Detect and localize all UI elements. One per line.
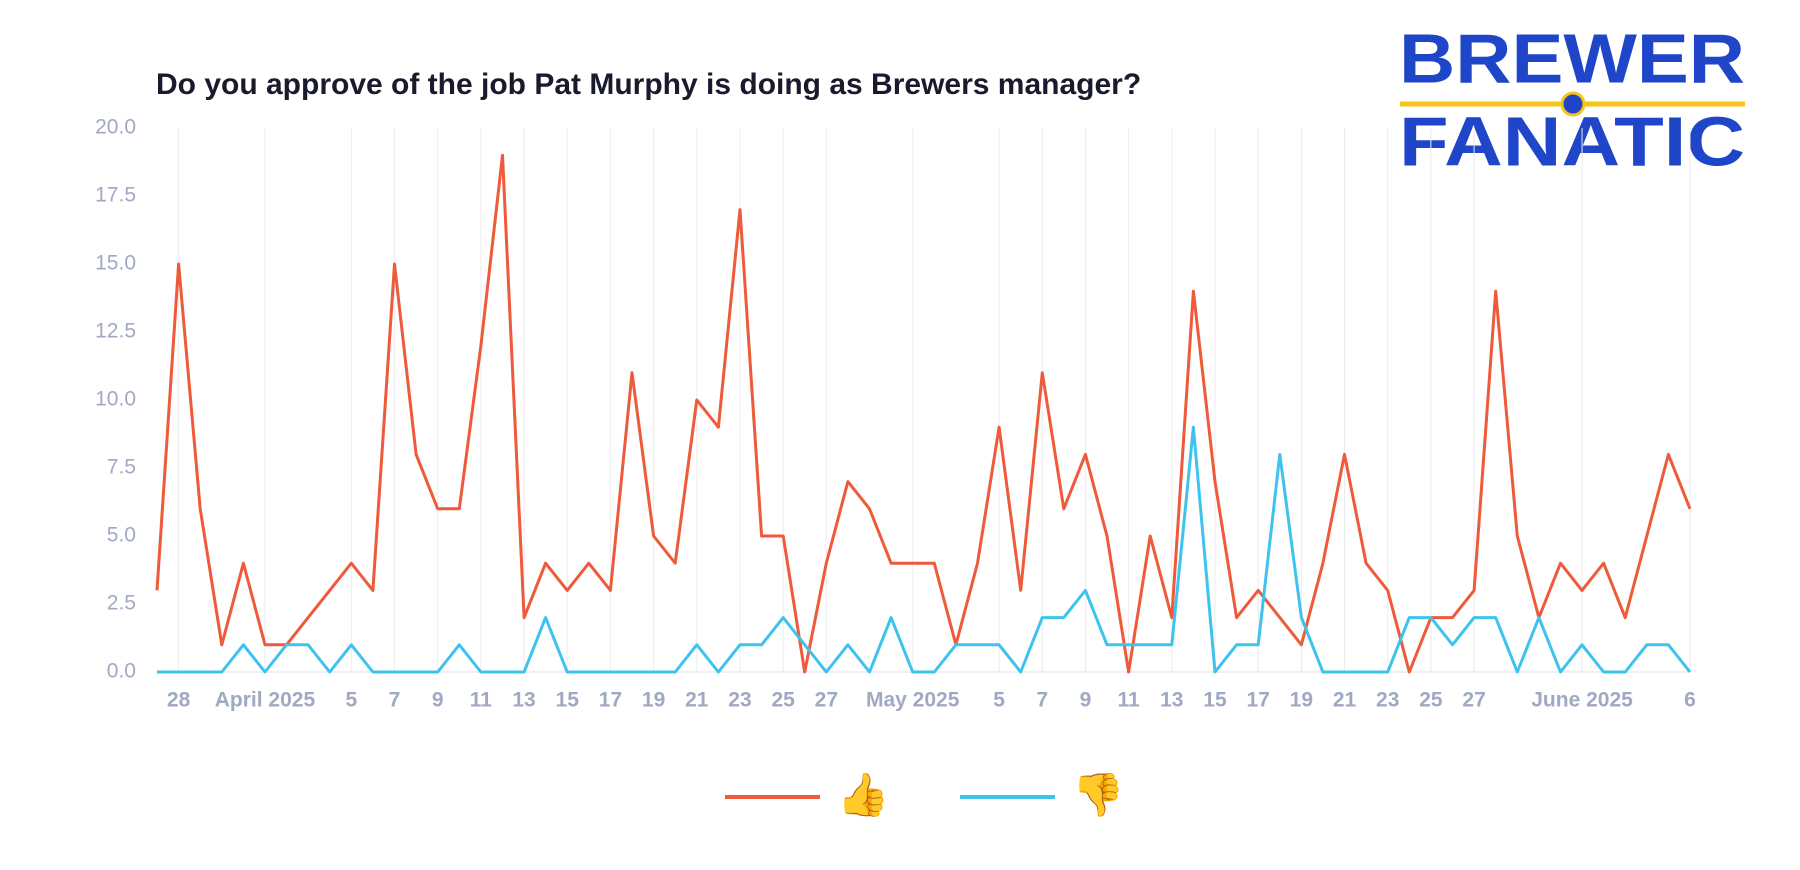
x-tick-label: 23 bbox=[728, 689, 751, 712]
x-tick-label: 21 bbox=[1333, 689, 1357, 712]
chart-title: Do you approve of the job Pat Murphy is … bbox=[156, 68, 1141, 101]
x-tick-label: 15 bbox=[556, 689, 580, 712]
x-tick-label: 6 bbox=[1684, 689, 1696, 712]
x-tick-label: 23 bbox=[1376, 689, 1399, 712]
data-line bbox=[155, 153, 1692, 674]
x-tick-label: 27 bbox=[1462, 689, 1485, 712]
x-tick-label: 7 bbox=[1036, 689, 1048, 712]
legend-label: 👍 bbox=[837, 770, 889, 819]
y-tick-label: 7.5 bbox=[107, 456, 136, 479]
x-tick-label: 13 bbox=[512, 689, 535, 712]
y-tick-label: 17.5 bbox=[95, 184, 136, 207]
x-tick-label: 17 bbox=[599, 689, 622, 712]
x-tick-label: 15 bbox=[1203, 689, 1227, 712]
x-tick-label: 13 bbox=[1160, 689, 1183, 712]
logo-line2: FANATIC bbox=[1399, 102, 1745, 180]
x-tick-label: 7 bbox=[389, 689, 401, 712]
x-tick-label: 5 bbox=[993, 689, 1005, 712]
y-tick-label: 2.5 bbox=[107, 592, 136, 615]
logo-line1: BREWER bbox=[1399, 19, 1745, 97]
y-tick-label: 0.0 bbox=[107, 660, 136, 683]
x-tick-label: 9 bbox=[432, 689, 444, 712]
x-tick-label: 19 bbox=[642, 689, 665, 712]
x-tick-label: 25 bbox=[771, 689, 795, 712]
x-tick-label: 25 bbox=[1419, 689, 1443, 712]
y-tick-label: 10.0 bbox=[95, 388, 136, 411]
legend-label: 👎 bbox=[1072, 771, 1124, 819]
y-tick-label: 12.5 bbox=[95, 320, 136, 343]
x-tick-label: 21 bbox=[685, 689, 709, 712]
x-tick-label: 19 bbox=[1290, 689, 1313, 712]
x-tick-label: June 2025 bbox=[1531, 689, 1633, 712]
x-tick-label: 5 bbox=[345, 689, 357, 712]
legend-item: 👍 bbox=[725, 770, 889, 819]
x-tick-label: 28 bbox=[167, 689, 191, 712]
x-tick-label: 11 bbox=[1118, 689, 1141, 712]
x-tick-label: 9 bbox=[1080, 689, 1092, 712]
x-tick-label: 11 bbox=[470, 689, 493, 712]
x-tick-label: 17 bbox=[1246, 689, 1269, 712]
data-line bbox=[157, 425, 1692, 674]
logo: BREWER FANATIC bbox=[1399, 19, 1745, 180]
logo-ball bbox=[1560, 91, 1586, 117]
x-tick-label: 27 bbox=[815, 689, 838, 712]
y-tick-label: 20.0 bbox=[95, 116, 136, 139]
y-tick-label: 5.0 bbox=[107, 524, 136, 547]
y-tick-label: 15.0 bbox=[95, 252, 136, 275]
x-tick-label: April 2025 bbox=[215, 689, 316, 712]
legend-item: 👎 bbox=[960, 771, 1124, 819]
x-tick-label: May 2025 bbox=[866, 689, 960, 712]
